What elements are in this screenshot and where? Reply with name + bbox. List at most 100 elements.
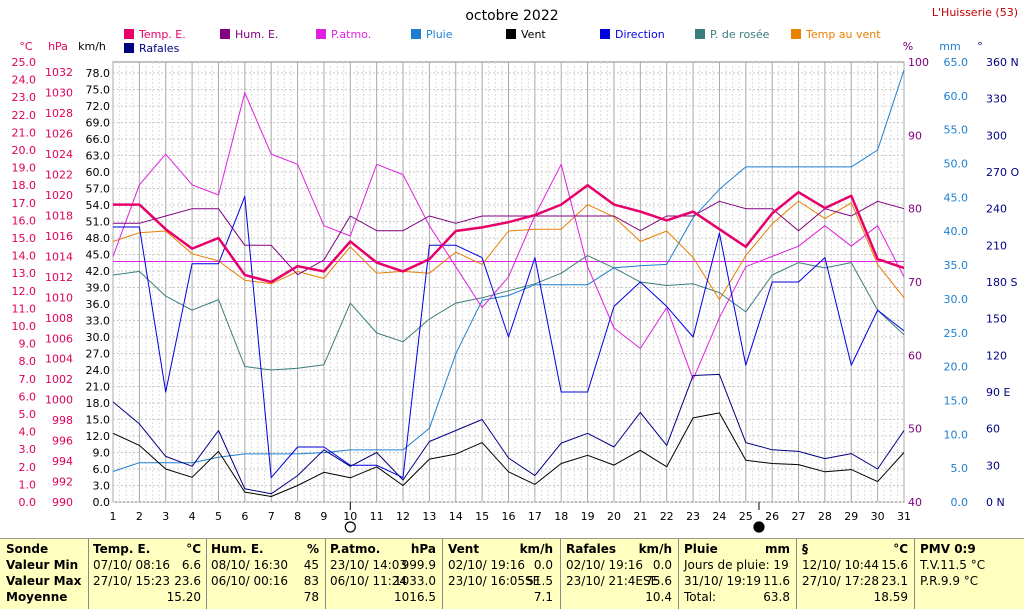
legend-label: Direction	[615, 28, 665, 41]
pressure-tick-label: 1000	[45, 394, 73, 407]
rain-tick-label: 0.0	[951, 496, 969, 509]
patmo-max-time: 06/10/ 11:24	[330, 574, 408, 588]
pressure-tick-label: 1026	[45, 128, 73, 141]
vent-min-value: 0.0	[533, 558, 553, 572]
legend-swatch	[695, 29, 705, 39]
hum-min-time: 08/10/ 16:30	[211, 558, 289, 572]
temp-tick-label: 18.0	[12, 179, 37, 192]
temp-max-value: 23.6	[174, 574, 201, 588]
x-tick-label: 21	[633, 510, 647, 523]
s-max-time: 27/10/ 17:28	[802, 574, 880, 588]
series-line	[112, 92, 905, 380]
temp-tick-label: 7.0	[19, 373, 37, 386]
temp-tick-label: 3.0	[19, 443, 37, 456]
temp-unit-label: °C	[19, 40, 33, 53]
x-tick-label: 23	[686, 510, 700, 523]
temp-tick-label: 13.0	[12, 267, 37, 280]
rafales-max-value: 75.6	[645, 574, 672, 588]
wind-tick-label: 69.0	[86, 117, 111, 130]
direction-tick-label: 90 E	[986, 386, 1010, 399]
rain-tick-label: 50.0	[944, 158, 969, 171]
wind-tick-label: 57.0	[86, 183, 111, 196]
wind-unit-label: km/h	[78, 40, 106, 53]
series-line	[112, 412, 905, 497]
x-tick-label: 15	[475, 510, 489, 523]
temp-tick-label: 8.0	[19, 355, 37, 368]
x-tick-label: 25	[739, 510, 753, 523]
humidity-tick-label: 100	[908, 56, 929, 69]
pressure-tick-label: 996	[52, 435, 73, 448]
x-tick-label: 2	[136, 510, 143, 523]
hum-unit: %	[306, 542, 319, 556]
direction-tick-label: 210	[986, 239, 1007, 252]
wind-tick-label: 36.0	[86, 298, 111, 311]
x-tick-label: 7	[268, 510, 275, 523]
wind-tick-label: 12.0	[86, 430, 111, 443]
humidity-tick-label: 90	[908, 129, 922, 142]
vent-title: Vent	[448, 542, 480, 556]
pressure-tick-label: 992	[52, 476, 73, 489]
temp-tick-label: 6.0	[19, 390, 37, 403]
pluie-column: Pluie mm Jours de pluie: 19 31/10/ 19:19 1…	[684, 541, 790, 605]
wind-tick-label: 45.0	[86, 249, 111, 262]
wind-tick-label: 24.0	[86, 364, 111, 377]
wind-tick-label: 0.0	[93, 496, 111, 509]
temp-tick-label: 5.0	[19, 408, 37, 421]
direction-tick-label: 270 O	[986, 166, 1019, 179]
humidity-unit-label: %	[903, 40, 913, 53]
x-tick-label: 9	[320, 510, 327, 523]
legend-swatch	[220, 29, 230, 39]
row-label-min: Valeur Min	[6, 558, 79, 572]
vent-avg-value: 7.1	[533, 590, 553, 604]
rafales-avg-value: 10.4	[645, 590, 672, 604]
temp-title: Temp. E.	[93, 542, 151, 556]
rafales-title: Rafales	[566, 542, 617, 556]
pmv-tv: T.V.11.5 °C	[920, 558, 986, 572]
rain-tick-label: 35.0	[944, 259, 969, 272]
wind-tick-label: 15.0	[86, 414, 111, 427]
direction-tick-label: 330	[986, 93, 1007, 106]
direction-tick-label: 150	[986, 313, 1007, 326]
wind-tick-label: 30.0	[86, 331, 111, 344]
rain-tick-label: 40.0	[944, 225, 969, 238]
series-line	[113, 195, 905, 479]
pluie-total-label: Total:	[684, 590, 717, 604]
legend-swatch	[600, 29, 610, 39]
wind-tick-label: 6.0	[93, 463, 111, 476]
x-tick-label: 1	[110, 510, 117, 523]
new-moon-icon	[753, 521, 765, 533]
sonde-column: Sonde Valeur Min Valeur Max Moyenne	[6, 541, 90, 605]
pressure-tick-label: 1014	[45, 250, 73, 263]
direction-tick-label: 30	[986, 459, 1000, 472]
temp-tick-label: 24.0	[12, 74, 37, 87]
temp-tick-label: 17.0	[12, 197, 37, 210]
pluie-rain-days: Jours de pluie: 19	[684, 558, 789, 572]
hum-max-value: 83	[303, 574, 319, 588]
legend-label: Pluie	[426, 28, 453, 41]
wind-tick-label: 78.0	[86, 67, 111, 80]
wind-tick-label: 39.0	[86, 282, 111, 295]
x-tick-label: 3	[162, 510, 169, 523]
rafales-unit: km/h	[638, 542, 672, 556]
pmv-column: PMV 0:9 T.V.11.5 °C P.R.9.9 °C	[920, 541, 1020, 589]
wind-tick-label: 60.0	[86, 166, 111, 179]
pressure-tick-label: 1002	[45, 373, 73, 386]
pressure-tick-label: 1010	[45, 291, 73, 304]
row-label-avg: Moyenne	[6, 590, 68, 604]
legend-label: Temp au vent	[805, 28, 881, 41]
x-tick-label: 22	[660, 510, 674, 523]
hum-max-time: 06/10/ 00:16	[211, 574, 289, 588]
temp-tick-label: 0.0	[19, 496, 37, 509]
patmo-avg-value: 1016.5	[394, 590, 436, 604]
pressure-tick-label: 1018	[45, 209, 73, 222]
rain-tick-label: 15.0	[944, 394, 969, 407]
x-tick-label: 24	[712, 510, 726, 523]
rafales-column: Rafales km/h 02/10/ 19:16 0.0 23/10/ 21:4E…	[566, 541, 672, 605]
legend-swatch	[316, 29, 326, 39]
temp-tick-label: 11.0	[12, 302, 37, 315]
temp-column: Temp. E. °C 07/10/ 08:16 6.6 27/10/ 15:23 2…	[93, 541, 201, 605]
wind-tick-label: 3.0	[93, 480, 111, 493]
chart-title: octobre 2022	[465, 8, 558, 24]
wind-tick-label: 42.0	[86, 265, 111, 278]
wind-tick-label: 33.0	[86, 315, 111, 328]
